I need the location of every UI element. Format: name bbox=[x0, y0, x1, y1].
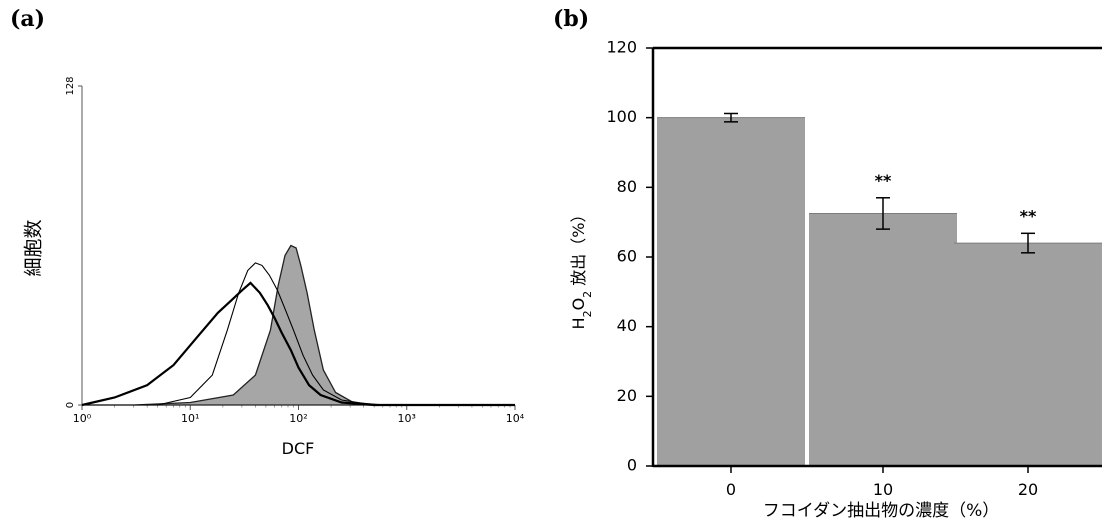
panel-b-bar bbox=[954, 243, 1102, 466]
panel-b-y-tick-label: 40 bbox=[617, 316, 637, 335]
panel-b-x-tick-label: 20 bbox=[1018, 480, 1038, 499]
panel-b-label: (b) bbox=[553, 6, 590, 32]
panel-b-x-tick-label: 0 bbox=[726, 480, 736, 499]
panel-b-y-tick-label: 60 bbox=[617, 247, 637, 266]
panel-a-y-tick-label: 128 bbox=[65, 76, 76, 95]
panel-a-x-tick-label: 10⁴ bbox=[506, 412, 525, 425]
panel-b-significance-label: ** bbox=[1020, 206, 1037, 225]
panel-a-y-tick-label: 0 bbox=[65, 402, 76, 408]
panel-b-y-tick-label: 100 bbox=[606, 107, 637, 126]
panel-a-chart: 0 128 10⁰ 10¹ 10² 10³ 10⁴ DCF 細胞数 bbox=[23, 76, 525, 458]
panel-a-histogram-thin bbox=[82, 262, 515, 406]
panel-b-x-tick-label: 10 bbox=[873, 480, 893, 499]
panel-a-x-tick-label: 10¹ bbox=[181, 412, 199, 425]
panel-a-label: (a) bbox=[10, 6, 46, 32]
panel-b-y-tick-label: 20 bbox=[617, 386, 637, 405]
panel-a-y-label: 細胞数 bbox=[23, 219, 45, 276]
panel-b-bar bbox=[809, 213, 957, 466]
panel-a-x-tick-label: 10² bbox=[289, 412, 307, 425]
panel-b-x-label: フコイダン抽出物の濃度（%） bbox=[763, 501, 999, 521]
panel-b-bar bbox=[657, 117, 805, 467]
panel-a-x-label: DCF bbox=[282, 439, 315, 458]
panel-b-significance-label: ** bbox=[875, 171, 892, 190]
panel-a-histogram-black bbox=[81, 281, 515, 407]
panel-a-x-tick-label: 10³ bbox=[398, 412, 416, 425]
panel-b-y-tick-label: 120 bbox=[606, 38, 637, 57]
panel-b-y-tick-label: 0 bbox=[627, 456, 637, 475]
panel-a-x-tick-label: 10⁰ bbox=[73, 412, 92, 425]
panel-b-chart: 0 ** 10 ** 20 0 20 40 60 80 100 120 H2O2 放出（%） フコイダン抽… bbox=[569, 38, 1102, 521]
panel-b-y-label: H2O2 放出（%） bbox=[569, 207, 594, 330]
panel-b-y-tick-label: 80 bbox=[617, 177, 637, 196]
panel-a-histogram-filled bbox=[82, 244, 515, 406]
